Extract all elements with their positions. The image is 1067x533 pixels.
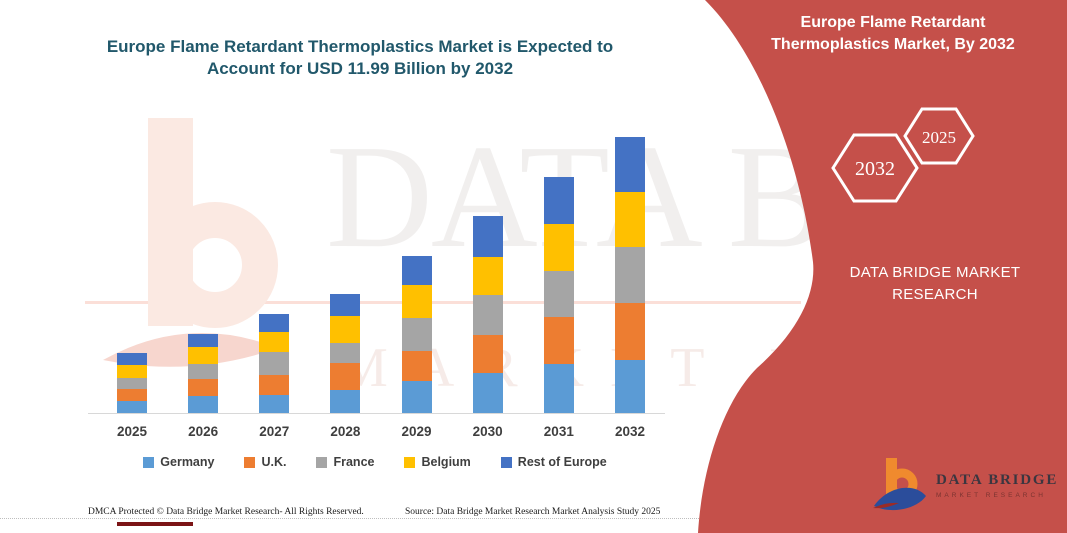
chart-legend: Germany U.K. France Belgium Rest of Europe [85, 455, 665, 469]
bar-2026 [188, 334, 219, 413]
bar-segment-france-2026 [188, 364, 219, 379]
bar-segment-u-k--2031 [543, 317, 574, 364]
side-panel-heading: Europe Flame Retardant Thermoplastics Ma… [771, 14, 1015, 54]
bar-segment-u-k--2032 [614, 303, 645, 360]
chart-title: Europe Flame Retardant Thermoplastics Ma… [106, 37, 614, 78]
legend-item-belgium: Belgium [404, 455, 471, 469]
legend-label: Belgium [421, 455, 471, 469]
bar-segment-rest-of-europe-2025 [117, 353, 147, 365]
bar-segment-rest-of-europe-2028 [330, 294, 361, 316]
bar-segment-france-2029 [401, 318, 432, 351]
footer-dotted-line [0, 518, 1067, 519]
bar-segment-germany-2028 [330, 390, 361, 413]
bar-segment-u-k--2029 [401, 351, 432, 381]
bar-2031 [543, 177, 574, 413]
x-axis-line [88, 413, 665, 414]
x-axis-label-2030: 2030 [472, 424, 503, 439]
footer-source-text: Source: Data Bridge Market Research Mark… [405, 507, 661, 517]
legend-label: U.K. [261, 455, 287, 469]
bar-2028 [330, 294, 361, 413]
bar-segment-germany-2029 [401, 381, 432, 413]
bar-segment-belgium-2025 [117, 365, 147, 378]
company-logo-tagline: MARKET RESEARCH [936, 491, 1046, 499]
bar-segment-belgium-2027 [259, 332, 290, 352]
legend-item-rest-of-europe: Rest of Europe [500, 455, 607, 469]
bar-segment-germany-2030 [472, 373, 503, 413]
bar-segment-belgium-2028 [330, 316, 361, 343]
footer-red-bar [117, 522, 193, 526]
legend-label: Germany [160, 455, 215, 469]
legend-swatch-icon [143, 456, 155, 468]
bar-segment-rest-of-europe-2026 [188, 334, 219, 347]
bar-segment-germany-2025 [117, 401, 147, 413]
x-axis-label-2031: 2031 [543, 424, 574, 439]
hexagon-2025-label: 2025 [922, 128, 956, 147]
company-logo-icon [873, 458, 926, 511]
bar-2032 [614, 137, 645, 413]
company-logo: DATA BRIDGE MARKET RESEARCH [872, 458, 1058, 512]
bar-segment-rest-of-europe-2030 [472, 216, 503, 257]
bar-segment-france-2027 [259, 352, 290, 375]
bar-segment-france-2032 [614, 247, 645, 303]
x-axis-label-2032: 2032 [614, 424, 645, 439]
legend-item-germany: Germany [143, 455, 214, 469]
bar-segment-france-2025 [117, 378, 147, 389]
legend-item-u-k-: U.K. [244, 455, 286, 469]
bar-segment-u-k--2028 [330, 363, 361, 390]
hexagon-2025 [903, 107, 975, 165]
bar-segment-u-k--2025 [117, 389, 147, 401]
company-logo-wordmark: DATA BRIDGE [936, 471, 1059, 488]
bar-segment-belgium-2031 [543, 224, 574, 271]
legend-label: France [333, 455, 375, 469]
legend-label: Rest of Europe [517, 455, 607, 469]
bar-segment-u-k--2026 [188, 379, 219, 396]
bar-segment-france-2030 [472, 295, 503, 335]
bar-segment-belgium-2030 [472, 257, 503, 295]
bar-2025 [117, 353, 147, 413]
bar-segment-u-k--2027 [259, 375, 290, 395]
bar-segment-germany-2031 [543, 364, 574, 413]
legend-swatch-icon [244, 456, 256, 468]
side-panel-brand-caption: DATA BRIDGE MARKET RESEARCH [849, 264, 1021, 303]
bar-2027 [259, 314, 290, 413]
bar-segment-france-2028 [330, 343, 361, 363]
hexagon-2032 [831, 133, 919, 203]
x-axis-label-2025: 2025 [116, 424, 148, 439]
bar-segment-belgium-2026 [188, 347, 219, 364]
x-axis-label-2026: 2026 [188, 424, 219, 439]
bar-segment-rest-of-europe-2027 [259, 314, 290, 332]
legend-swatch-icon [500, 456, 512, 468]
bar-segment-belgium-2032 [614, 192, 645, 247]
x-axis-label-2027: 2027 [259, 424, 290, 439]
bar-segment-france-2031 [543, 271, 574, 317]
bar-segment-u-k--2030 [472, 335, 503, 373]
bar-segment-rest-of-europe-2029 [401, 256, 432, 285]
x-axis-label-2028: 2028 [330, 424, 361, 439]
bar-segment-germany-2027 [259, 395, 290, 413]
watermark-divider-line [85, 301, 801, 304]
legend-swatch-icon [316, 456, 328, 468]
bar-segment-germany-2026 [188, 396, 219, 413]
bar-2029 [401, 256, 432, 413]
x-axis-label-2029: 2029 [401, 424, 432, 439]
bar-2030 [472, 216, 503, 413]
footer-dmca-text: DMCA Protected © Data Bridge Market Rese… [88, 507, 364, 517]
side-panel-shape-path [698, 0, 1067, 533]
legend-item-france: France [316, 455, 374, 469]
bar-segment-belgium-2029 [401, 285, 432, 318]
year-hexagon-badges: 2032 2025 [831, 107, 975, 203]
bar-segment-germany-2032 [614, 360, 645, 413]
bar-segment-rest-of-europe-2031 [543, 177, 574, 224]
legend-swatch-icon [404, 456, 416, 468]
bar-segment-rest-of-europe-2032 [614, 137, 645, 192]
hexagon-2032-label: 2032 [855, 158, 895, 180]
